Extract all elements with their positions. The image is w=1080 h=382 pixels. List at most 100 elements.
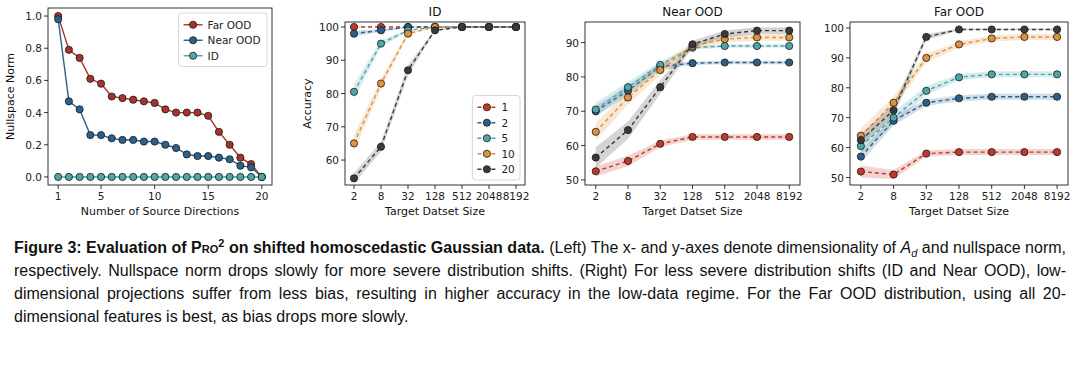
point (194, 152, 201, 159)
y-tick (341, 60, 345, 61)
point (237, 162, 244, 169)
x-tick-label: 15 (202, 190, 215, 202)
y-tick (341, 160, 345, 161)
x-tick-label: 8 (625, 190, 632, 202)
legend: Far OODNear OODID (179, 13, 267, 67)
y-tick (581, 179, 585, 180)
point (76, 106, 83, 113)
point (988, 26, 995, 33)
point (512, 23, 519, 30)
y-tick-label: 0.0 (25, 171, 42, 183)
caption-text: Figure 3: (14, 239, 86, 256)
y-tick-label: 60 (831, 142, 844, 154)
point (721, 30, 728, 37)
point (55, 16, 62, 23)
x-tick-label: 32 (654, 190, 667, 202)
point (592, 128, 599, 135)
series-line (58, 19, 262, 177)
chart-title: Near OOD (662, 5, 723, 19)
point (76, 173, 83, 180)
x-tick (462, 185, 463, 189)
point (485, 23, 492, 30)
x-tick-label: 8192 (776, 190, 803, 202)
x-tick (408, 185, 409, 189)
y-tick (44, 16, 48, 17)
point (624, 84, 631, 91)
legend-marker (190, 21, 197, 28)
point (108, 93, 115, 100)
caption-text: 2 (218, 237, 224, 249)
x-axis-label: Target Datset Size (642, 205, 743, 218)
point (350, 23, 357, 30)
y-tick (846, 27, 850, 28)
point (721, 42, 728, 49)
point (485, 23, 492, 30)
error-band (861, 71, 1057, 153)
point (1021, 93, 1028, 100)
point (108, 173, 115, 180)
plot-area (350, 23, 519, 183)
chart-title: ID (429, 5, 442, 19)
point (205, 152, 212, 159)
x-tick (926, 185, 927, 189)
point (76, 54, 83, 61)
point (377, 80, 384, 87)
error-band (861, 94, 1057, 163)
point (624, 157, 631, 164)
point (1021, 26, 1028, 33)
x-tick (860, 185, 861, 189)
legend-label: 1 (501, 101, 508, 113)
caption-text: d (911, 247, 917, 259)
point (592, 168, 599, 175)
point (753, 59, 760, 66)
x-tick (893, 185, 894, 189)
point (97, 173, 104, 180)
point (923, 150, 930, 157)
point (65, 173, 72, 180)
x-tick-label: 2048 (1011, 190, 1038, 202)
point (215, 154, 222, 161)
legend-marker (190, 37, 197, 44)
point (350, 30, 357, 37)
y-tick (846, 87, 850, 88)
point (955, 41, 962, 48)
x-tick (595, 185, 596, 189)
point (205, 112, 212, 119)
y-tick (581, 76, 585, 77)
point (786, 34, 793, 41)
y-tick-label: 100 (319, 21, 339, 33)
x-tick-label: 8192 (503, 190, 530, 202)
x-tick (789, 185, 790, 189)
x-tick (724, 185, 725, 189)
point (377, 40, 384, 47)
x-axis-label: Target Datset Size (384, 205, 485, 218)
point (183, 109, 190, 116)
legend-label: 20 (501, 163, 514, 175)
point (857, 153, 864, 160)
y-tick (44, 144, 48, 145)
point (923, 87, 930, 94)
point (988, 35, 995, 42)
point (657, 84, 664, 91)
y-tick (581, 145, 585, 146)
point (1021, 33, 1028, 40)
y-tick-label: 0.2 (25, 139, 42, 151)
x-tick-label: 10 (148, 190, 161, 202)
x-tick-label: 8192 (1044, 190, 1071, 202)
caption-text: A (901, 239, 912, 256)
x-tick (154, 185, 155, 189)
point (512, 23, 519, 30)
point (183, 151, 190, 158)
point (689, 133, 696, 140)
point (1054, 71, 1061, 78)
point (226, 173, 233, 180)
point (458, 23, 465, 30)
y-tick-label: 80 (831, 82, 844, 94)
point (172, 144, 179, 151)
point (485, 23, 492, 30)
frame (48, 8, 272, 185)
series-line (596, 137, 790, 171)
point (258, 173, 265, 180)
y-tick (581, 42, 585, 43)
y-tick-label: 1.0 (25, 10, 42, 22)
